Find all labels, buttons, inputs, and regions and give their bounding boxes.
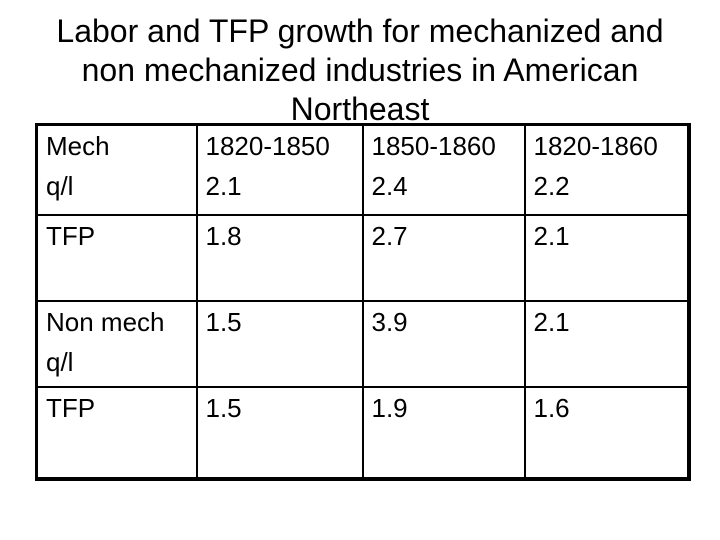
data-table: Mech q/l 1820-1850 2.1 1850-1860 2.4 182… — [35, 123, 691, 481]
table-cell: Non mech q/l — [35, 299, 198, 388]
table-cell: 2.1 — [523, 299, 690, 388]
table-cell: TFP — [35, 213, 198, 302]
cell-text: TFP — [46, 392, 96, 423]
cell-text: Mech — [46, 131, 110, 161]
table-cell: 3.9 — [361, 299, 526, 388]
table-cell: 1820-1860 2.2 — [523, 123, 690, 216]
page-title-line-1: Labor and TFP growth for mechanized and — [56, 13, 664, 49]
table-cell: 1.6 — [523, 385, 690, 480]
cell-text: 2.7 — [371, 220, 408, 251]
table-cell: 2.7 — [361, 213, 526, 302]
cell-text: 1.9 — [371, 392, 408, 423]
page-title-line-3: Northeast — [290, 91, 430, 127]
table-cell: 1.9 — [361, 385, 526, 480]
cell-text: 2.1 — [533, 306, 570, 337]
table-cell: 1820-1850 2.1 — [195, 123, 364, 216]
page-title-line-2: non mechanized industries in American — [81, 52, 639, 88]
table-row-mech-tfp: TFP 1.8 2.7 2.1 — [35, 213, 690, 302]
cell-text: 2.1 — [205, 171, 242, 201]
table-row-mech-ql: Mech q/l 1820-1850 2.1 1850-1860 2.4 182… — [35, 123, 690, 216]
table-row-nonmech-ql: Non mech q/l 1.5 3.9 2.1 — [35, 299, 690, 388]
table-cell: TFP — [35, 385, 198, 480]
cell-text: Non mech — [46, 306, 165, 337]
cell-text: 2.1 — [533, 220, 570, 251]
table-row-nonmech-tfp: TFP 1.5 1.9 1.6 — [35, 385, 690, 480]
cell-text: q/l — [46, 346, 74, 377]
cell-text: 1.5 — [205, 306, 242, 337]
cell-text: 1850-1860 — [371, 131, 496, 161]
table-cell: 1.8 — [195, 213, 364, 302]
cell-text: 2.2 — [533, 171, 570, 201]
table-cell: 2.1 — [523, 213, 690, 302]
cell-text: 1.5 — [205, 392, 242, 423]
table-cell: Mech q/l — [35, 123, 198, 216]
table-cell: 1.5 — [195, 299, 364, 388]
cell-text: TFP — [46, 220, 96, 251]
table-cell: 1.5 — [195, 385, 364, 480]
cell-text: 1820-1850 — [205, 131, 330, 161]
cell-text: 1.8 — [205, 220, 242, 251]
page-title: Labor and TFP growth for mechanized and … — [0, 12, 720, 129]
cell-text: 1.6 — [533, 392, 570, 423]
cell-text: q/l — [46, 171, 74, 201]
table-cell: 1850-1860 2.4 — [361, 123, 526, 216]
cell-text: 2.4 — [371, 171, 408, 201]
cell-text: 1820-1860 — [533, 131, 658, 161]
cell-text: 3.9 — [371, 306, 408, 337]
